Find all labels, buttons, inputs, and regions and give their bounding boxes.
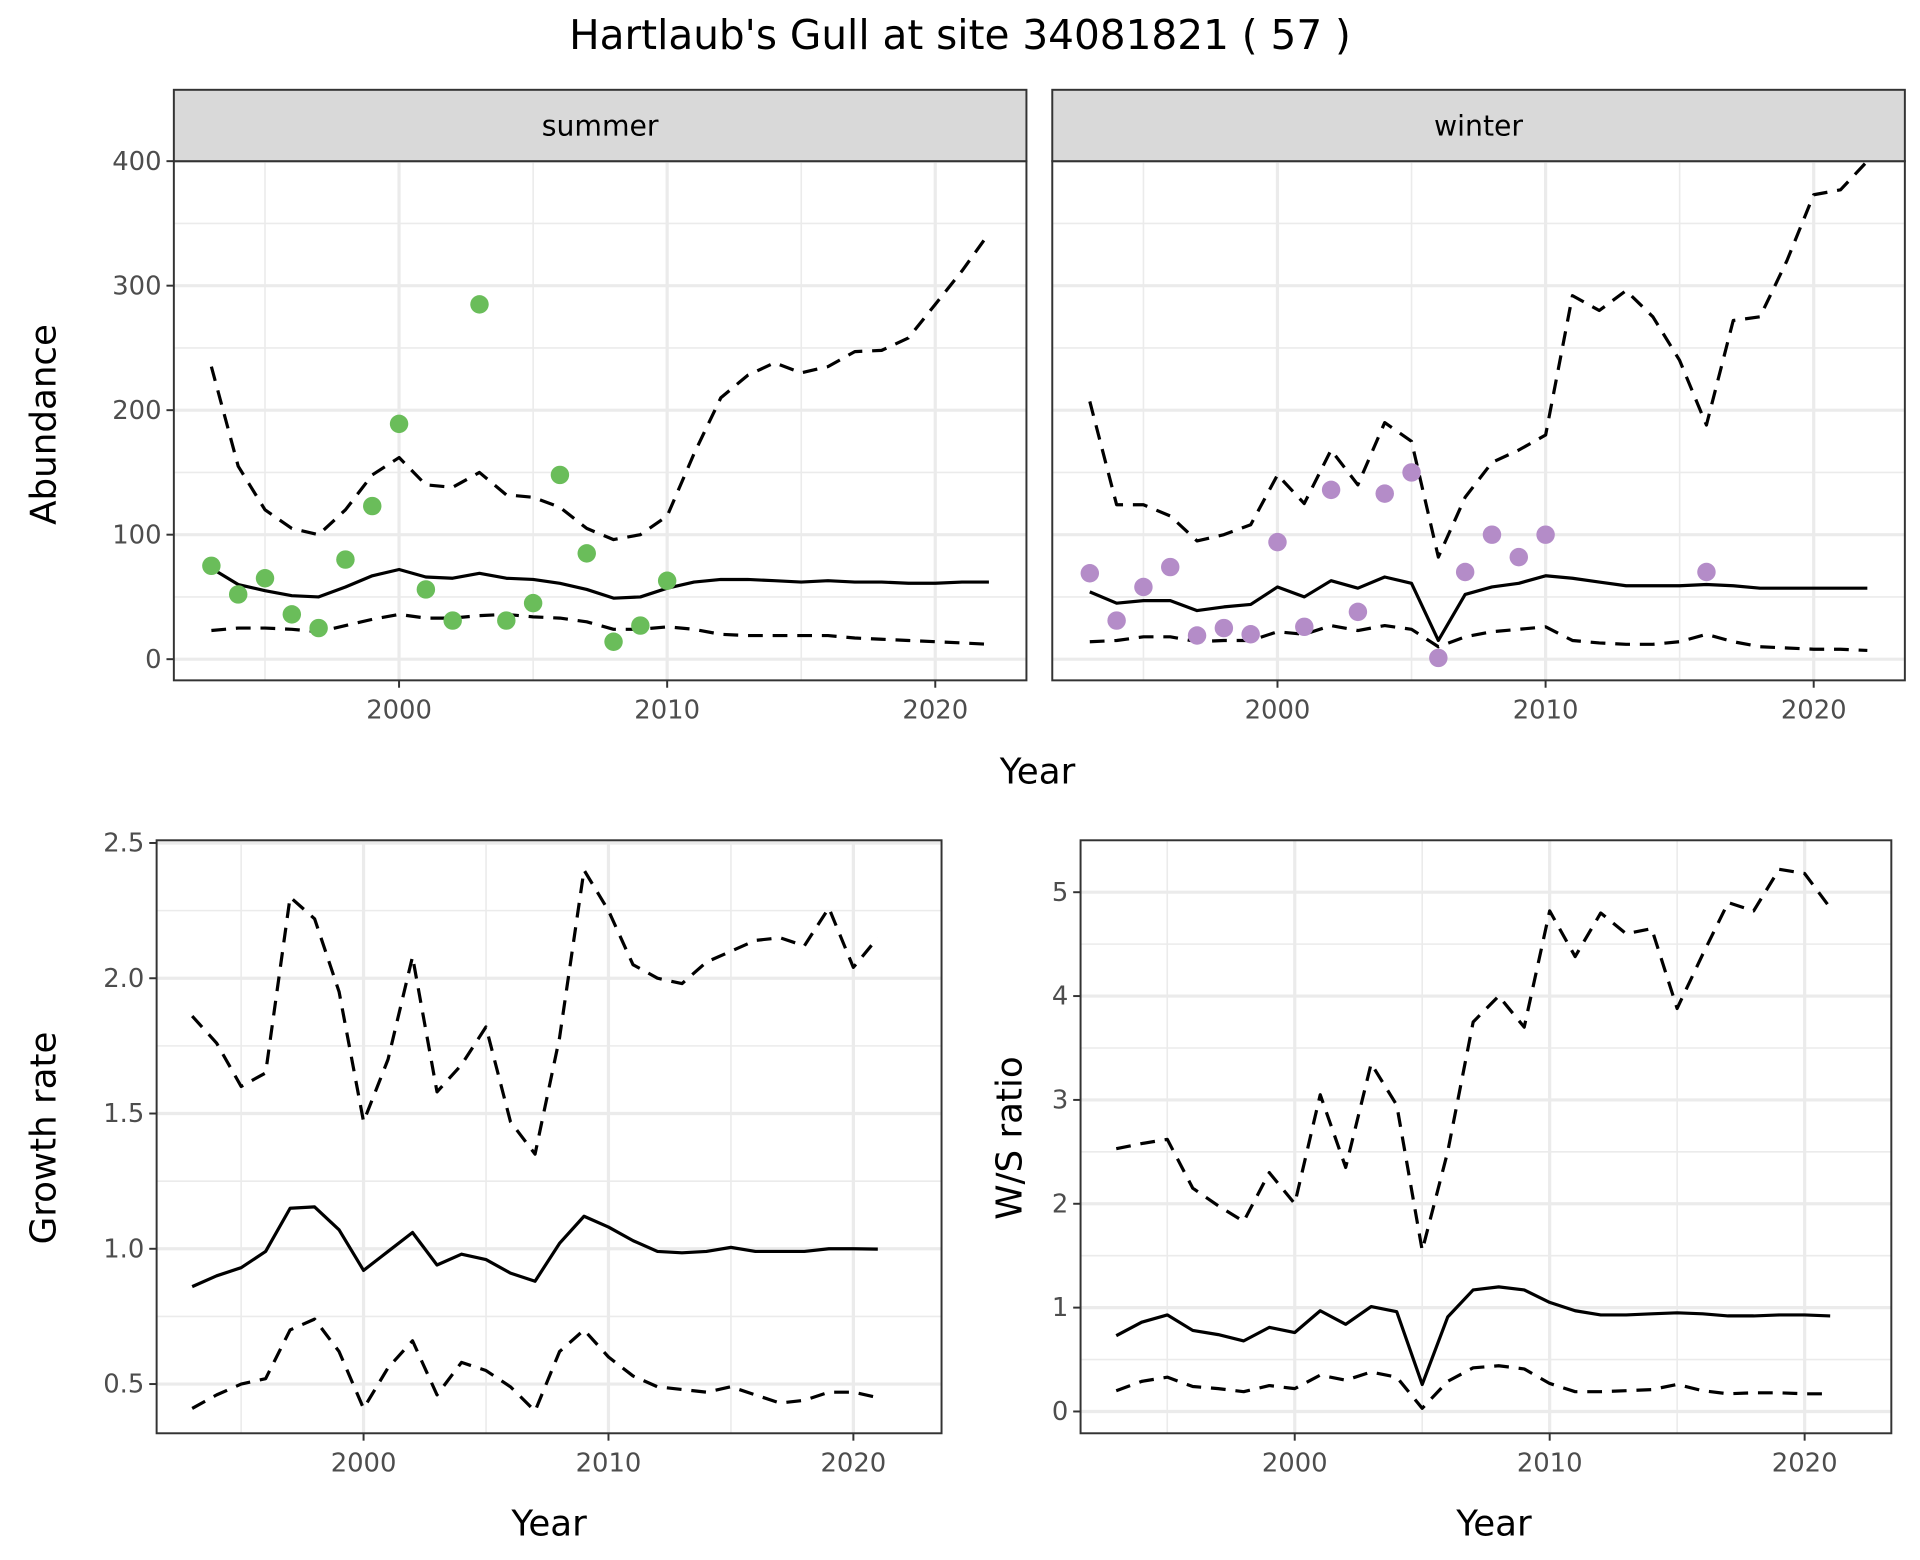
panel-winter: winter 2000 2010 2020 bbox=[1051, 88, 1906, 725]
y-tick-label: 2.0 bbox=[103, 964, 144, 994]
series-line-mean bbox=[1115, 1285, 1831, 1387]
series-line-mean bbox=[210, 566, 989, 600]
x-tick-label: 2020 bbox=[1772, 1448, 1838, 1478]
y-tick-label: 0 bbox=[145, 645, 161, 675]
x-tick-label: 2020 bbox=[902, 695, 968, 725]
data-point bbox=[523, 593, 543, 613]
data-point bbox=[1697, 562, 1716, 582]
data-point bbox=[1348, 602, 1368, 622]
data-point bbox=[1375, 484, 1394, 503]
y-tick-label: 2 bbox=[1052, 1189, 1068, 1219]
y-tick-label: 1.0 bbox=[103, 1234, 144, 1264]
ratio-x-axis-label: Year bbox=[1455, 1503, 1532, 1544]
plot-background bbox=[156, 840, 942, 1434]
x-tick-label: 2000 bbox=[331, 1448, 397, 1478]
x-tick-label: 2000 bbox=[366, 695, 432, 725]
x-tick-label: 2020 bbox=[1781, 695, 1847, 725]
data-point bbox=[1214, 618, 1234, 638]
data-point bbox=[255, 569, 275, 588]
series-line-lower bbox=[1089, 623, 1868, 653]
ratio-y-axis-label: W/S ratio bbox=[990, 1056, 1031, 1219]
data-point bbox=[416, 580, 436, 599]
y-tick-label: 4 bbox=[1052, 982, 1068, 1012]
growth-y-axis-label: Growth rate bbox=[24, 1032, 65, 1245]
data-point bbox=[1161, 557, 1180, 577]
data-point bbox=[577, 544, 596, 563]
data-point bbox=[336, 550, 355, 569]
facet-strip bbox=[172, 88, 1028, 163]
data-point bbox=[389, 414, 409, 434]
data-point bbox=[470, 295, 489, 314]
data-point bbox=[1429, 648, 1448, 668]
y-tick-label: 0.5 bbox=[103, 1370, 144, 1400]
series-line-upper bbox=[190, 868, 880, 1156]
y-tick-label: 3 bbox=[1052, 1086, 1068, 1116]
data-point bbox=[1321, 480, 1341, 500]
plot-background bbox=[1052, 161, 1905, 681]
y-tick-label: 300 bbox=[112, 271, 161, 301]
panel-border bbox=[155, 839, 943, 1435]
data-point bbox=[1107, 611, 1126, 630]
series-line-upper bbox=[1115, 867, 1832, 1253]
chart-title: Hartlaub's Gull at site 34081821 ( 57 ) bbox=[569, 11, 1351, 59]
series-line-mean bbox=[1089, 574, 1868, 643]
data-point bbox=[1080, 564, 1100, 583]
y-tick-label: 1 bbox=[1052, 1293, 1068, 1323]
data-point bbox=[550, 465, 570, 485]
x-tick-label: 2010 bbox=[576, 1448, 642, 1478]
data-point bbox=[604, 632, 623, 651]
data-point bbox=[1536, 525, 1555, 544]
series-line-upper bbox=[1088, 160, 1869, 559]
data-point bbox=[202, 556, 221, 576]
growth-x-axis-label: Year bbox=[510, 1503, 587, 1544]
panel-ratio: 2000 2010 2020 0 1 2 3 4 5 bbox=[1052, 839, 1893, 1478]
x-tick-label: 2010 bbox=[1517, 1448, 1583, 1478]
top-x-axis-label: Year bbox=[999, 752, 1076, 793]
panel-border bbox=[1079, 839, 1893, 1435]
data-point bbox=[228, 585, 248, 604]
series-line-lower bbox=[211, 612, 989, 646]
panel-growth: 2000 2010 2020 0.5 1.0 1.5 2.0 2.5 bbox=[103, 829, 943, 1478]
y-tick-label: 400 bbox=[112, 147, 161, 177]
data-point bbox=[1187, 626, 1207, 645]
y-tick-label: 5 bbox=[1052, 878, 1068, 908]
data-point bbox=[1241, 625, 1260, 644]
data-point bbox=[497, 611, 516, 630]
y-tick-label: 200 bbox=[112, 396, 161, 426]
data-point bbox=[1455, 562, 1475, 582]
data-point bbox=[1509, 547, 1529, 567]
y-tick-label: 100 bbox=[112, 520, 161, 550]
data-point bbox=[309, 618, 328, 638]
x-tick-label: 2020 bbox=[821, 1448, 887, 1478]
plot-background bbox=[1080, 840, 1892, 1434]
y-tick-label: 1.5 bbox=[103, 1099, 144, 1129]
data-point bbox=[657, 571, 677, 590]
x-tick-label: 2000 bbox=[1245, 695, 1311, 725]
y-tick-label: 0 bbox=[1052, 1397, 1068, 1427]
series-line-lower bbox=[1115, 1364, 1831, 1410]
data-point bbox=[1402, 463, 1421, 482]
y-tick-label: 2.5 bbox=[103, 829, 144, 859]
panel-summer: summer 2000 2010 2020 0 100 200 300 400 bbox=[112, 88, 1028, 725]
series-line-mean bbox=[191, 1205, 878, 1289]
data-point bbox=[1295, 617, 1314, 637]
x-tick-label: 2000 bbox=[1262, 1448, 1328, 1478]
facet-strip bbox=[1051, 88, 1906, 163]
data-point bbox=[443, 611, 462, 630]
data-point bbox=[363, 496, 382, 516]
data-point bbox=[1134, 577, 1153, 597]
data-point bbox=[282, 605, 302, 624]
x-tick-label: 2010 bbox=[1513, 695, 1579, 725]
data-point bbox=[1268, 532, 1287, 552]
series-line-upper bbox=[209, 232, 991, 542]
series-line-lower bbox=[191, 1317, 879, 1413]
plot-background bbox=[173, 161, 1027, 681]
top-y-axis-label: Abundance bbox=[24, 324, 65, 525]
facet-strip-label: winter bbox=[1434, 109, 1523, 142]
facet-strip-label: summer bbox=[542, 109, 659, 142]
x-tick-label: 2010 bbox=[634, 695, 700, 725]
data-point bbox=[631, 616, 650, 635]
data-point bbox=[1482, 525, 1502, 544]
